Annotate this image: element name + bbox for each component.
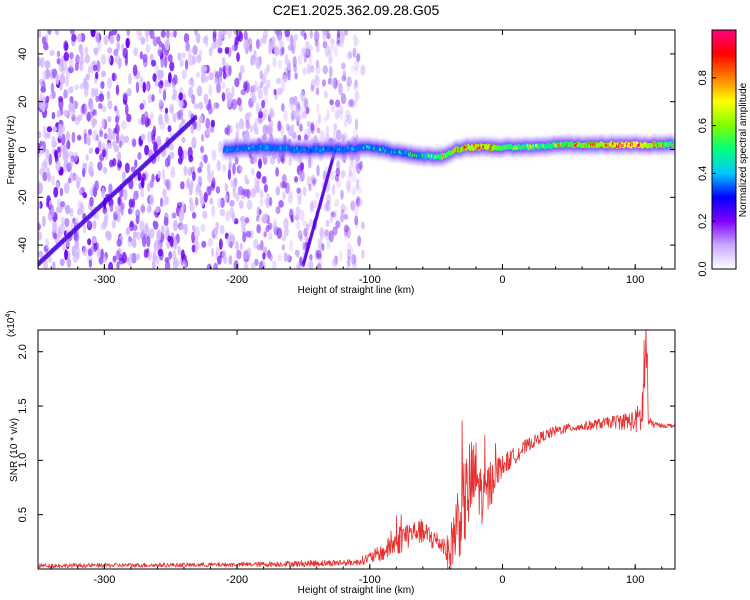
colorbar-tick-label: 0.6 bbox=[697, 118, 709, 133]
snr-x-tick-label: -300 bbox=[93, 574, 115, 586]
spectrogram-x-axis-label: Height of straight line (km) bbox=[298, 285, 415, 296]
spectrogram-x-tick-label: 100 bbox=[626, 274, 644, 286]
snr-background bbox=[38, 330, 675, 569]
spectrogram-y-tick-label: -20 bbox=[17, 189, 29, 205]
spectrogram-x-tick-label: -100 bbox=[359, 274, 381, 286]
snr-y-tick-label: 2.0 bbox=[17, 344, 29, 359]
colorbar: 0.0 0.2 0.4 0.6 0.8 Normalized spectral ampl… bbox=[697, 29, 749, 277]
snr-x-tick-label: 100 bbox=[626, 574, 644, 586]
spectrogram-y-tick-label: -40 bbox=[17, 237, 29, 253]
snr-series-line bbox=[38, 330, 675, 569]
snr-x-tick-label: 0 bbox=[499, 574, 505, 586]
spectrogram-x-tick-label: -300 bbox=[93, 274, 115, 286]
spectrogram-x-tick-label: -200 bbox=[226, 274, 248, 286]
snr-y-tick-label: 1.0 bbox=[17, 453, 29, 468]
colorbar-ticks: 0.0 0.2 0.4 0.6 0.8 bbox=[697, 70, 716, 277]
spectrogram-x-ticks: -300 -200 -100 0 100 bbox=[50, 30, 663, 286]
snr-x-ticks: -300 -200 -100 0 100 bbox=[50, 330, 663, 586]
colorbar-label: Normalized spectral amplitude bbox=[738, 82, 749, 217]
colorbar-tick-label: 0.2 bbox=[697, 214, 709, 229]
spectrogram-signal bbox=[222, 134, 675, 167]
snr-y-tick-label: 0.5 bbox=[17, 507, 29, 522]
snr-y-ticks: 0.5 1.0 1.5 2.0 bbox=[17, 344, 675, 522]
colorbar-tick-label: 0.8 bbox=[697, 70, 709, 85]
snr-panel: -300 -200 -100 0 100 0.5 1.0 1.5 2.0 Height of … bbox=[5, 310, 676, 596]
spectrogram-x-tick-label: 0 bbox=[499, 274, 505, 286]
spectrogram-y-tick-label: 40 bbox=[17, 48, 29, 60]
colorbar-tick-label: 0.0 bbox=[697, 261, 709, 276]
spectrogram-y-tick-label: 20 bbox=[17, 96, 29, 108]
snr-y-multiplier: (x104) bbox=[5, 310, 17, 337]
snr-x-axis-label: Height of straight line (km) bbox=[298, 585, 415, 596]
figure-title: C2E1.2025.362.09.28.G05 bbox=[272, 2, 440, 18]
spectrogram-y-ticks: -40 -20 0 20 40 bbox=[17, 48, 675, 253]
spectrogram-y-tick-label: 0 bbox=[17, 146, 29, 152]
colorbar-gradient bbox=[711, 29, 737, 270]
snr-x-tick-label: -200 bbox=[226, 574, 248, 586]
snr-y-tick-label: 1.5 bbox=[17, 398, 29, 413]
colorbar-tick-label: 0.4 bbox=[697, 166, 709, 181]
snr-x-tick-label: -100 bbox=[359, 574, 381, 586]
snr-y-axis-label: SNR (10 * v/v) bbox=[9, 418, 20, 482]
spectrogram-y-axis-label: Frequency (Hz) bbox=[6, 116, 17, 185]
snr-frame bbox=[37, 329, 676, 570]
